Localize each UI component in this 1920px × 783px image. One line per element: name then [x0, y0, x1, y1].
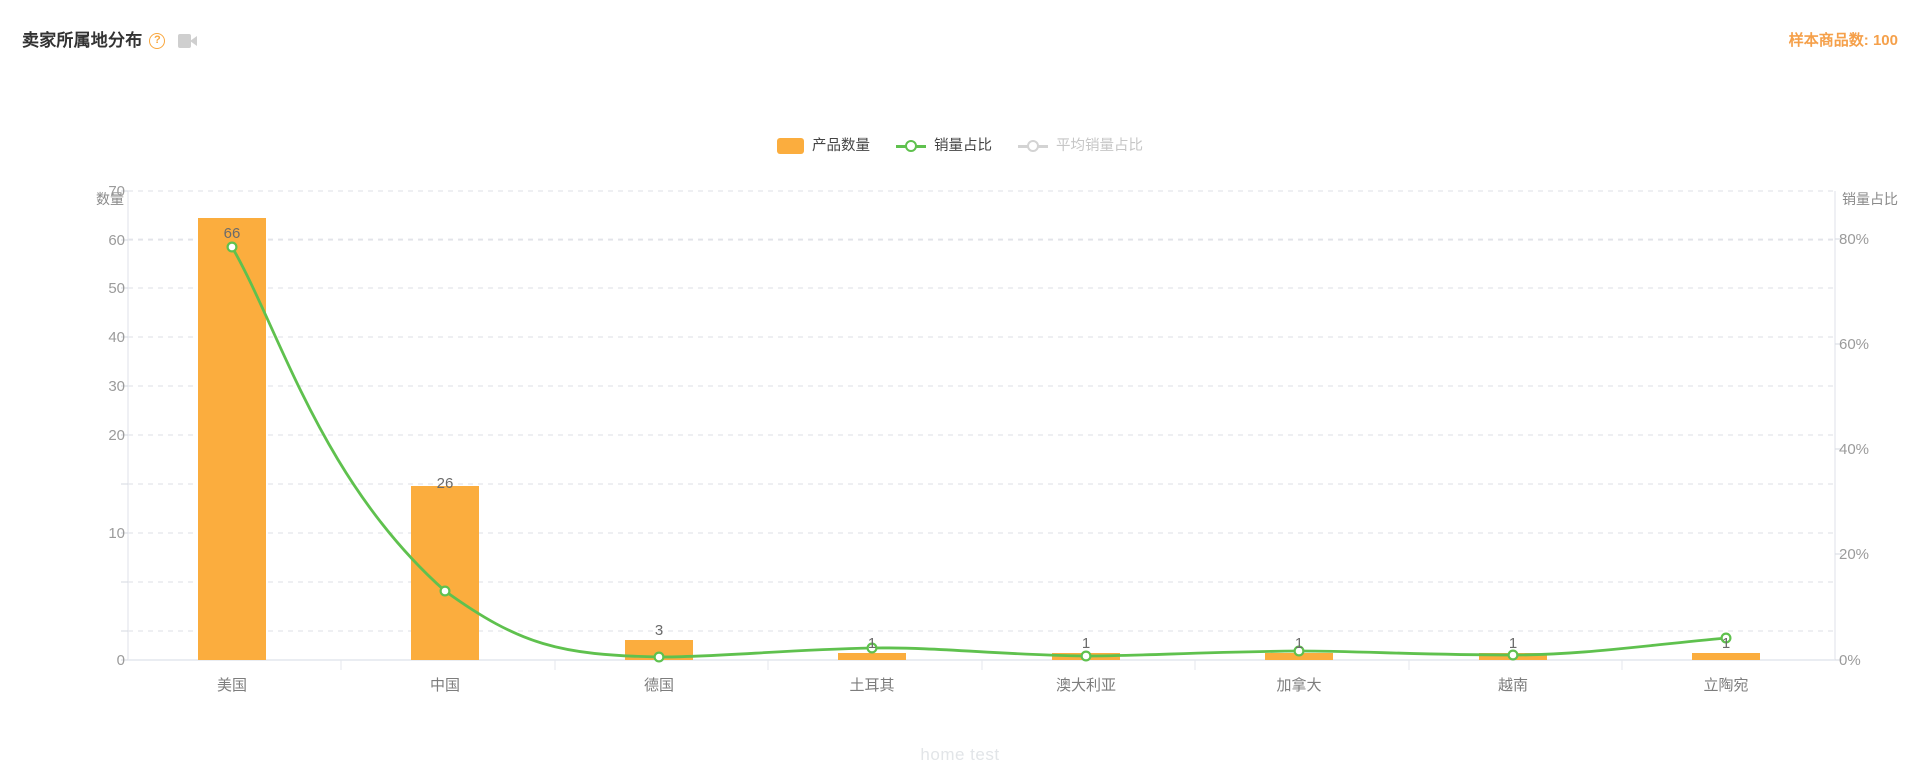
x-label-zhong-guo: 中国: [429, 677, 461, 694]
gridlines: [128, 190, 1835, 632]
bar-mei-guo: [198, 218, 266, 660]
bar-yue-nan: [1479, 653, 1547, 660]
bar-series-product-count[interactable]: [198, 218, 1760, 660]
bar-value-mei-guo: 66: [223, 225, 241, 242]
bar-zhong-guo: [411, 486, 479, 660]
y-tick-right-0: 0%: [1839, 652, 1861, 669]
y-axis-left-ticks: [121, 190, 128, 661]
y-tick-right-40: 40%: [1839, 441, 1870, 458]
header-title-group: 卖家所属地分布 ?: [22, 30, 198, 52]
y-tick-left-30: 30: [108, 378, 125, 395]
x-label-yue-nan: 越南: [1497, 677, 1529, 694]
legend-line-swatch-icon: [896, 139, 926, 153]
legend-line-swatch-muted-icon: [1018, 139, 1048, 153]
y-axis-title-left: 数量: [96, 191, 124, 207]
legend-bar-swatch-icon: [777, 138, 804, 154]
x-axis-ticks: [340, 660, 1623, 670]
line-point-li-tao-wan: [1720, 632, 1732, 644]
bar-tu-er-qi: [838, 653, 906, 660]
bar-value-li-tao-wan: 1: [1721, 635, 1731, 652]
bar-value-zhong-guo: 26: [436, 475, 454, 492]
x-label-mei-guo: 美国: [216, 677, 248, 694]
video-icon-body: [178, 34, 192, 48]
line-series-sales-share[interactable]: [226, 241, 1732, 663]
video-icon-lens: [190, 36, 198, 46]
x-label-ao-da-li-ya: 澳大利亚: [1055, 677, 1117, 694]
x-label-li-tao-wan: 立陶宛: [1703, 677, 1749, 694]
y-axis-right-ticks: [1835, 238, 1842, 661]
x-label-de-guo: 德国: [643, 677, 675, 694]
y-tick-right-80: 80%: [1839, 231, 1870, 248]
x-label-jia-na-da: 加拿大: [1276, 677, 1322, 694]
video-camera-icon[interactable]: [178, 34, 198, 48]
y-tick-left-60: 60: [108, 232, 125, 249]
y-tick-left-0: 0: [116, 652, 125, 669]
bar-value-tu-er-qi: 1: [867, 635, 877, 652]
y-tick-left-20: 20: [108, 427, 125, 444]
line-point-zhong-guo: [439, 585, 451, 597]
bar-de-guo: [625, 640, 693, 660]
bar-value-ao-da-li-ya: 1: [1081, 635, 1091, 652]
y-tick-right-60: 60%: [1839, 336, 1870, 353]
legend-item-sales-share[interactable]: 销量占比: [896, 136, 992, 156]
page-title: 卖家所属地分布: [22, 31, 143, 50]
chart-legend: 产品数量 销量占比 平均销量占比: [0, 136, 1920, 156]
bar-jia-na-da: [1265, 653, 1333, 660]
bar-ao-da-li-ya: [1052, 653, 1120, 660]
line-point-mei-guo: [226, 241, 238, 253]
legend-item-avg-sales-share[interactable]: 平均销量占比: [1018, 136, 1143, 156]
bar-value-de-guo: 3: [654, 622, 664, 639]
y-tick-left-10: 10: [108, 525, 125, 542]
line-point-ao-da-li-ya: [1080, 650, 1092, 662]
line-point-de-guo: [653, 651, 665, 663]
bar-li-tao-wan: [1692, 653, 1760, 660]
footer-watermark: home test: [920, 745, 1000, 764]
y-axis-title-right: 销量占比: [1842, 191, 1898, 207]
legend-label-sales-share: 销量占比: [934, 138, 992, 154]
line-point-tu-er-qi: [866, 642, 878, 654]
panel-header: 卖家所属地分布 ? 样本商品数: 100: [0, 0, 1920, 76]
legend-line-dot-muted: [1027, 140, 1039, 152]
y-tick-right-20: 20%: [1839, 546, 1870, 563]
help-icon[interactable]: ?: [149, 33, 166, 49]
legend-item-product-count[interactable]: 产品数量: [777, 136, 870, 156]
line-point-jia-na-da: [1293, 645, 1305, 657]
sample-count-badge: 样本商品数: 100: [1788, 32, 1898, 49]
legend-label-avg-sales-share: 平均销量占比: [1056, 138, 1143, 154]
x-label-tu-er-qi: 土耳其: [849, 677, 895, 694]
bar-value-jia-na-da: 1: [1294, 635, 1304, 652]
legend-line-dot: [905, 140, 917, 152]
line-point-yue-nan: [1507, 649, 1519, 661]
y-tick-left-50: 50: [108, 280, 125, 297]
y-tick-left-40: 40: [108, 329, 125, 346]
legend-label-product-count: 产品数量: [812, 138, 870, 154]
bar-value-yue-nan: 1: [1508, 635, 1518, 652]
y-tick-left-70: 70: [108, 183, 125, 200]
